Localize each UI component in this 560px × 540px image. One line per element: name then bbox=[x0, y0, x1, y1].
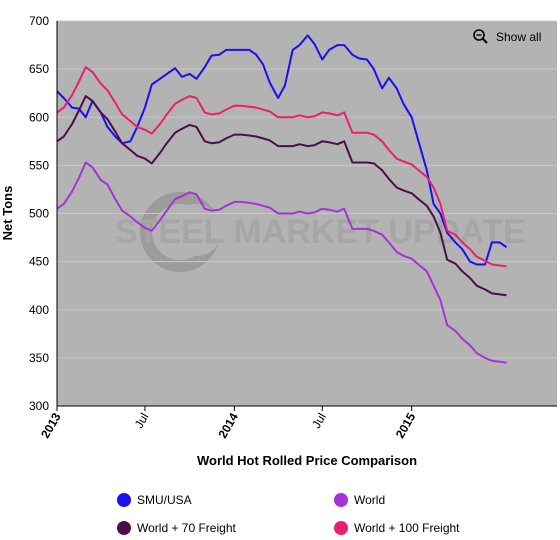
legend-item[interactable]: World bbox=[334, 493, 385, 507]
x-tick-label: Jul bbox=[132, 411, 152, 431]
legend-label: World + 70 Freight bbox=[137, 521, 236, 535]
legend-item[interactable]: World + 70 Freight bbox=[117, 521, 236, 535]
series-line-smu-usa bbox=[56, 34, 508, 266]
y-tick-label: 650 bbox=[29, 62, 49, 76]
legend-marker bbox=[117, 493, 131, 507]
zoom-out-icon bbox=[473, 29, 485, 41]
legend-label: World bbox=[354, 493, 385, 507]
series-line-world-100-freight bbox=[56, 66, 507, 268]
show-all-label: Show all bbox=[496, 30, 541, 44]
zoom-out-icon-handle bbox=[481, 37, 488, 44]
y-tick-label: 350 bbox=[29, 351, 49, 365]
y-tick-label: 500 bbox=[29, 207, 49, 221]
legend-label: World + 100 Freight bbox=[354, 521, 460, 535]
y-axis-title: Net Tons bbox=[0, 186, 15, 241]
y-axis: 300 350 400 450 500 550 600 650 700 bbox=[29, 14, 58, 413]
series-line-world-70-freight bbox=[56, 95, 507, 297]
x-tick-label: 2015 bbox=[393, 410, 419, 440]
legend-label: SMU/USA bbox=[137, 493, 192, 507]
legend-marker bbox=[334, 493, 348, 507]
x-axis: 2013 Jul 2014 Jul 2015 bbox=[38, 405, 557, 441]
y-tick-label: 550 bbox=[29, 158, 49, 172]
show-all-button[interactable]: Show all bbox=[473, 29, 541, 44]
legend: SMU/USA World World + 70 Freight World + 10… bbox=[117, 493, 460, 535]
x-tick-label: 2013 bbox=[38, 410, 64, 440]
legend-item[interactable]: SMU/USA bbox=[117, 493, 192, 507]
series-line-world bbox=[56, 161, 507, 364]
y-tick-label: 700 bbox=[29, 14, 49, 28]
x-tick-label: 2014 bbox=[215, 410, 241, 440]
y-tick-label: 400 bbox=[29, 303, 49, 317]
watermark-text: STEEL MARKET UPDATE bbox=[115, 213, 526, 251]
y-tick-label: 450 bbox=[29, 255, 49, 269]
series-lines bbox=[56, 34, 508, 364]
x-axis-title: World Hot Rolled Price Comparison bbox=[197, 453, 417, 468]
legend-marker bbox=[117, 521, 131, 535]
legend-item[interactable]: World + 100 Freight bbox=[334, 521, 460, 535]
x-tick-label: Jul bbox=[309, 411, 329, 431]
y-tick-label: 300 bbox=[29, 399, 49, 413]
y-tick-label: 600 bbox=[29, 110, 49, 124]
watermark-ring-cutout bbox=[170, 204, 222, 256]
legend-marker bbox=[334, 521, 348, 535]
